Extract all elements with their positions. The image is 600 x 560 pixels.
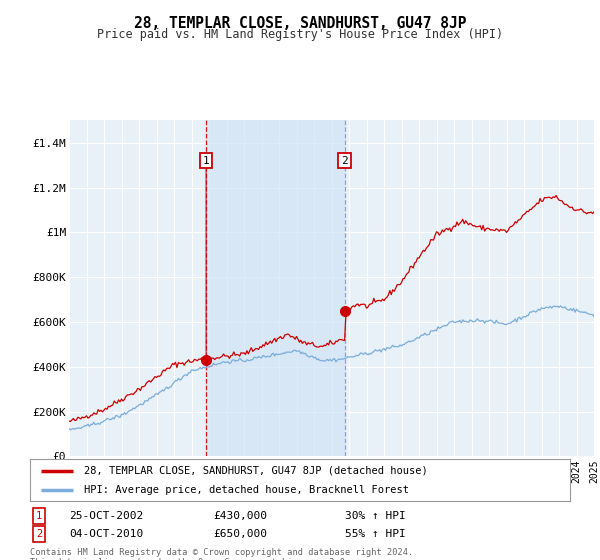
Text: HPI: Average price, detached house, Bracknell Forest: HPI: Average price, detached house, Brac… bbox=[84, 485, 409, 495]
Text: 04-OCT-2010: 04-OCT-2010 bbox=[69, 529, 143, 539]
Text: Contains HM Land Registry data © Crown copyright and database right 2024.
This d: Contains HM Land Registry data © Crown c… bbox=[30, 548, 413, 560]
Text: £650,000: £650,000 bbox=[213, 529, 267, 539]
Text: 1: 1 bbox=[202, 156, 209, 166]
Text: Price paid vs. HM Land Registry's House Price Index (HPI): Price paid vs. HM Land Registry's House … bbox=[97, 28, 503, 41]
Bar bbox=[206, 120, 344, 456]
Text: 28, TEMPLAR CLOSE, SANDHURST, GU47 8JP: 28, TEMPLAR CLOSE, SANDHURST, GU47 8JP bbox=[134, 16, 466, 31]
Text: £430,000: £430,000 bbox=[213, 511, 267, 521]
Text: 1: 1 bbox=[36, 511, 42, 521]
Text: 55% ↑ HPI: 55% ↑ HPI bbox=[345, 529, 406, 539]
Text: 28, TEMPLAR CLOSE, SANDHURST, GU47 8JP (detached house): 28, TEMPLAR CLOSE, SANDHURST, GU47 8JP (… bbox=[84, 465, 428, 475]
Text: 2: 2 bbox=[36, 529, 42, 539]
Text: 30% ↑ HPI: 30% ↑ HPI bbox=[345, 511, 406, 521]
Text: 2: 2 bbox=[341, 156, 348, 166]
Text: 25-OCT-2002: 25-OCT-2002 bbox=[69, 511, 143, 521]
